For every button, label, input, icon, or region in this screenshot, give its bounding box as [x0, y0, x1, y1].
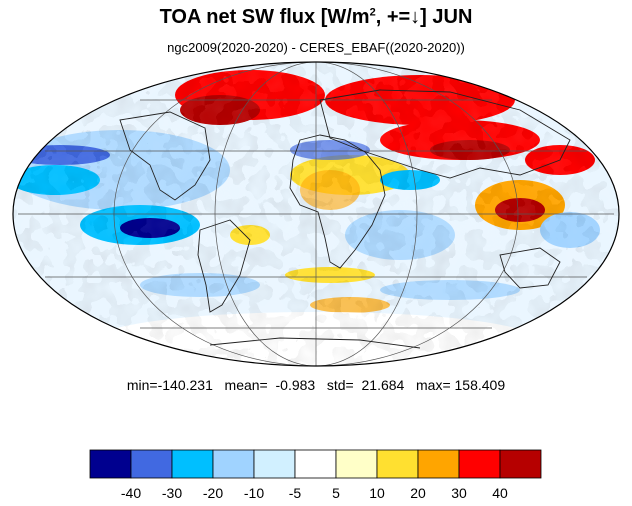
colorbar [89, 449, 542, 479]
plot-subtitle: ngc2009(2020-2020) - CERES_EBAF((2020-20… [167, 40, 465, 55]
colorbar-tick-label: -20 [202, 485, 224, 501]
title-rest: , +=↓] JUN [375, 6, 473, 28]
map-outline [12, 61, 620, 367]
colorbar-swatch [335, 449, 378, 479]
colorbar-tick-label: 40 [492, 485, 508, 501]
title-main: TOA net SW flux [W/m [159, 6, 370, 28]
colorbar-swatch [499, 449, 542, 479]
colorbar-swatch [458, 449, 501, 479]
colorbar-tick-label: 10 [369, 485, 385, 501]
colorbar-swatch [376, 449, 419, 479]
colorbar-tick-label: -40 [120, 485, 142, 501]
colorbar-tick-label: 5 [332, 485, 340, 501]
colorbar-swatch [89, 449, 132, 479]
title-superscript: 2 [369, 6, 376, 19]
colorbar-swatch [294, 449, 337, 479]
colorbar-swatch [212, 449, 255, 479]
colorbar-swatch [130, 449, 173, 479]
mollweide-map [12, 61, 620, 367]
colorbar-tick-label: -10 [243, 485, 265, 501]
colorbar-tick-label: 20 [410, 485, 426, 501]
colorbar-swatch [417, 449, 460, 479]
colorbar-tick-label: -5 [288, 485, 302, 501]
stats-line: min=-140.231 mean= -0.983 std= 21.684 ma… [126, 377, 506, 393]
coastlines [119, 89, 571, 349]
colorbar-swatch [171, 449, 214, 479]
colorbar-tick-label: -30 [161, 485, 183, 501]
colorbar-tick-label: 30 [451, 485, 467, 501]
colorbar-swatch [253, 449, 296, 479]
plot-title: TOA net SW flux [W/m2, +=↓] JUN [0, 6, 632, 29]
